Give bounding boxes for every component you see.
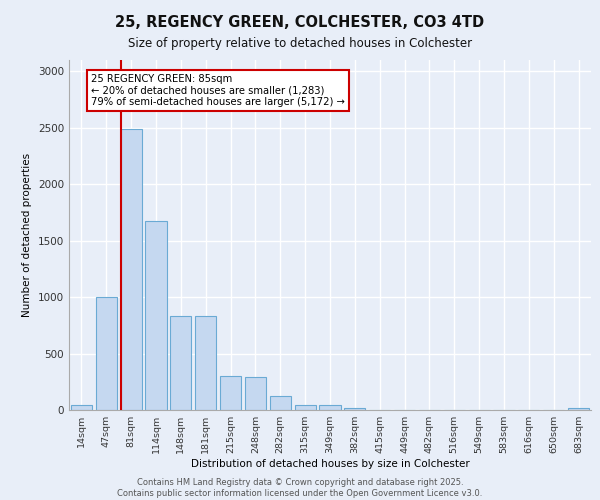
Bar <box>319 405 341 410</box>
Bar <box>71 405 92 410</box>
Text: Contains HM Land Registry data © Crown copyright and database right 2025.
Contai: Contains HM Land Registry data © Crown c… <box>118 478 482 498</box>
Y-axis label: Number of detached properties: Number of detached properties <box>22 153 32 317</box>
Bar <box>170 316 191 410</box>
Text: 25 REGENCY GREEN: 85sqm
← 20% of detached houses are smaller (1,283)
79% of semi: 25 REGENCY GREEN: 85sqm ← 20% of detache… <box>91 74 345 106</box>
Bar <box>295 405 316 410</box>
X-axis label: Distribution of detached houses by size in Colchester: Distribution of detached houses by size … <box>191 459 469 469</box>
Text: Size of property relative to detached houses in Colchester: Size of property relative to detached ho… <box>128 38 472 51</box>
Bar <box>96 296 117 410</box>
Bar <box>245 376 266 410</box>
Bar <box>270 396 291 410</box>
Bar <box>145 222 167 410</box>
Text: 25, REGENCY GREEN, COLCHESTER, CO3 4TD: 25, REGENCY GREEN, COLCHESTER, CO3 4TD <box>115 15 485 30</box>
Bar <box>220 376 241 410</box>
Bar <box>195 316 216 410</box>
Bar <box>568 408 589 410</box>
Bar <box>121 129 142 410</box>
Bar <box>344 408 365 410</box>
